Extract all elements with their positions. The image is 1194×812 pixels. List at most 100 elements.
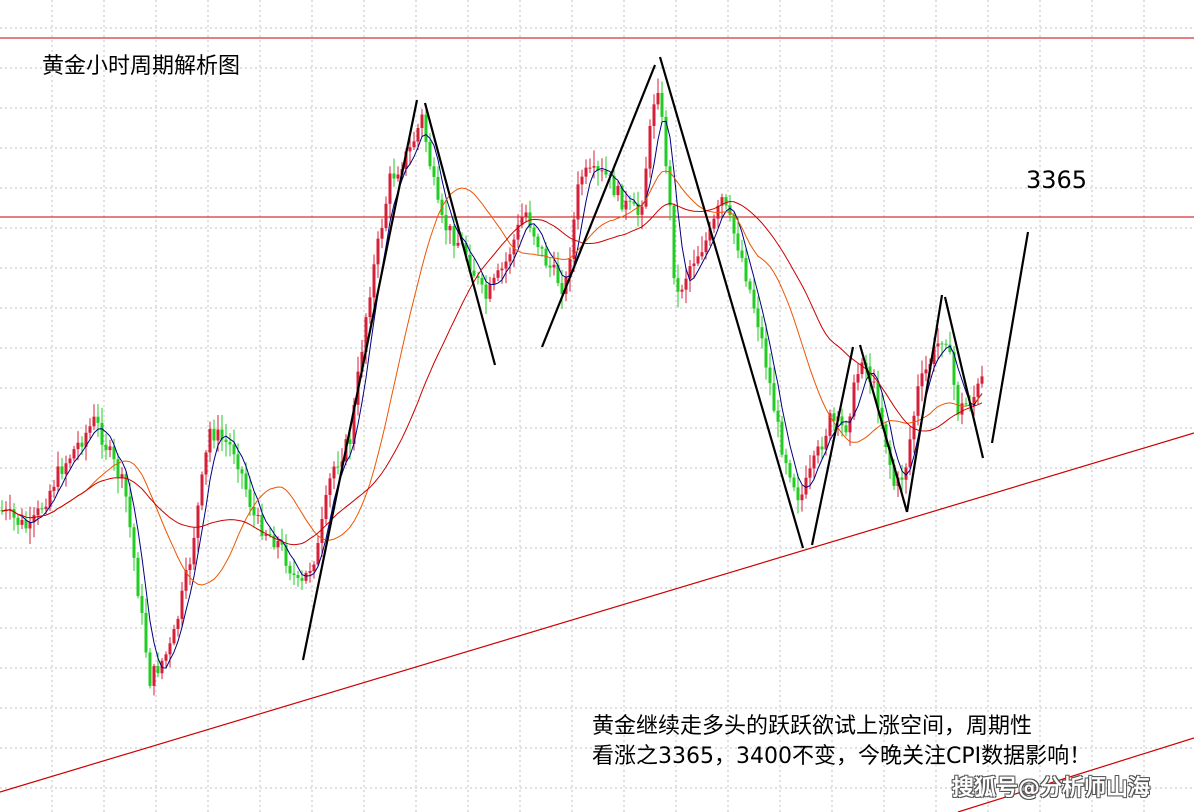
candle-body (844, 425, 848, 433)
candle-body (264, 534, 268, 536)
candle-body (180, 590, 184, 619)
candle-body (60, 466, 64, 475)
candle-body (152, 666, 156, 686)
candle-body (196, 505, 200, 538)
candle-body (784, 454, 788, 464)
candle-body (728, 205, 732, 215)
candle-body (404, 151, 408, 169)
candle-body (600, 170, 604, 172)
candle-body (524, 212, 528, 218)
candle-body (480, 277, 484, 285)
candle-body (952, 352, 956, 385)
candle-body (80, 442, 84, 447)
candle-body (644, 168, 648, 207)
candle-body (228, 442, 232, 445)
candle-body (740, 250, 744, 259)
candle-body (640, 206, 644, 215)
ma-mid-line (1, 170, 983, 586)
candle-body (548, 265, 552, 268)
candle-body (388, 173, 392, 204)
chart-title: 黄金小时周期解析图 (42, 54, 241, 79)
candle-body (652, 104, 656, 126)
candle-body (408, 147, 412, 152)
candle-body (964, 403, 968, 405)
candle-body (692, 263, 696, 267)
candle-body (888, 446, 892, 465)
candle-body (612, 175, 616, 196)
candle-body (724, 197, 728, 206)
candle-body (948, 344, 952, 353)
candle-body (808, 468, 812, 478)
candle-body (352, 404, 356, 445)
candle-body (304, 572, 308, 581)
candle-body (536, 236, 540, 248)
candle-body (516, 224, 520, 240)
candle-body (212, 428, 216, 441)
candle-body (680, 289, 684, 292)
candle-body (788, 463, 792, 478)
candle-body (188, 564, 192, 571)
wave-line (658, 56, 805, 549)
candle-body (944, 343, 948, 345)
candle-body (184, 570, 188, 591)
candle-body (424, 114, 428, 142)
candle-body (432, 166, 436, 178)
candle-body (40, 508, 44, 510)
candle-body (476, 275, 480, 278)
candle-body (696, 256, 700, 264)
ma-slow-line (1, 200, 983, 546)
candle-body (444, 214, 448, 231)
candle-body (220, 429, 224, 440)
candle-body (840, 416, 844, 426)
candle-body (144, 612, 148, 653)
candle-body (892, 464, 896, 486)
analysis-note: 黄金继续走多头的跃跃欲试上涨空间，周期性 看涨之3365，3400不变，今晚关注… (592, 712, 1091, 772)
candle-body (268, 534, 272, 536)
candle-body (208, 428, 212, 453)
candle-body (284, 544, 288, 566)
candle-body (744, 258, 748, 282)
candle-body (288, 565, 292, 574)
candle-body (428, 141, 432, 167)
candle-body (828, 413, 832, 436)
candle-body (112, 446, 116, 460)
candle-body (280, 541, 284, 545)
candle-body (580, 176, 584, 185)
candle-body (512, 239, 516, 255)
candle-body (704, 240, 708, 253)
candle-body (660, 92, 664, 117)
candle-body (320, 519, 324, 544)
candle-body (308, 571, 312, 573)
candle-body (832, 413, 836, 421)
candle-body (668, 166, 672, 206)
candle-body (820, 446, 824, 450)
candle-body (200, 474, 204, 506)
candle-body (484, 284, 488, 299)
candle-body (980, 376, 984, 384)
candle-body (596, 166, 600, 171)
candle-body (876, 381, 880, 408)
candle-body (276, 541, 280, 548)
candle-body (76, 442, 80, 450)
trendline-main (0, 432, 1194, 793)
candle-body (0, 510, 4, 512)
candle-body (584, 167, 588, 177)
candle-body (576, 184, 580, 220)
candle-body (168, 643, 172, 655)
wave-line (990, 231, 1030, 444)
candle-body (464, 242, 468, 255)
candle-body (556, 264, 560, 284)
candle-body (56, 466, 60, 487)
candle-body (376, 238, 380, 265)
candle-body (664, 116, 668, 167)
candle-body (748, 281, 752, 290)
candle-body (64, 463, 68, 475)
candle-body (292, 573, 296, 576)
candle-body (500, 268, 504, 271)
candle-body (688, 266, 692, 279)
candle-body (940, 343, 944, 345)
wave-line (905, 294, 944, 513)
candle-body (120, 474, 124, 478)
